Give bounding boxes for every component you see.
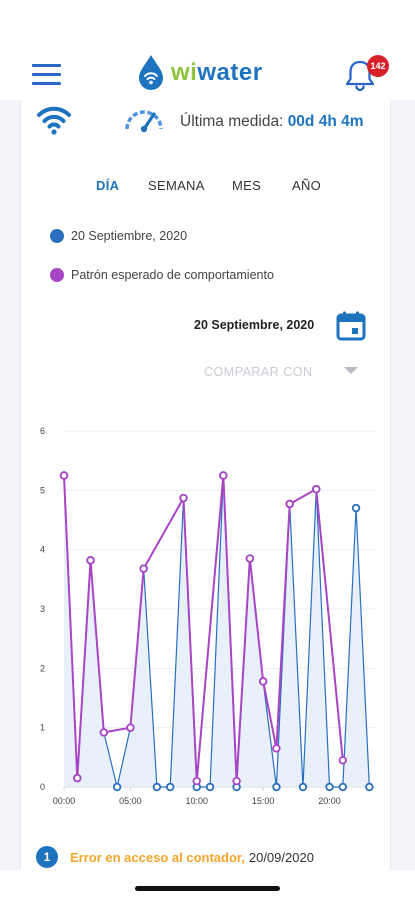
data-point[interactable] xyxy=(285,499,294,509)
x-tick-label: 00:00 xyxy=(53,796,76,806)
data-point[interactable] xyxy=(205,782,215,792)
data-point[interactable] xyxy=(245,554,255,563)
bottom-bar xyxy=(0,870,415,900)
last-measure: Última medida: 00d 4h 4m xyxy=(180,113,364,131)
home-indicator[interactable] xyxy=(135,886,280,891)
x-tick-label: 10:00 xyxy=(186,796,209,806)
series-line-0 xyxy=(63,474,370,788)
gauge-icon xyxy=(125,110,163,133)
y-tick-label: 2 xyxy=(40,663,45,673)
last-measure-value: 00d 4h 4m xyxy=(287,113,364,130)
alert-number-badge: 1 xyxy=(36,846,58,868)
tab-mes[interactable]: MES xyxy=(232,178,262,193)
data-point[interactable] xyxy=(365,782,374,792)
data-point[interactable] xyxy=(325,782,334,792)
data-point[interactable] xyxy=(338,782,348,792)
data-point[interactable] xyxy=(126,723,135,732)
legend-label: 20 Septiembre, 2020 xyxy=(71,229,188,243)
legend-dot-purple xyxy=(50,268,64,282)
y-tick-label: 0 xyxy=(40,782,45,792)
tab-semana[interactable]: SEMANA xyxy=(148,178,205,193)
data-point[interactable] xyxy=(86,556,95,565)
data-point[interactable] xyxy=(192,776,201,786)
bell-icon[interactable] xyxy=(343,58,377,92)
data-point[interactable] xyxy=(59,471,69,480)
data-point[interactable] xyxy=(272,782,281,792)
y-tick-label: 4 xyxy=(40,545,45,555)
tab-ano[interactable]: AÑO xyxy=(292,178,322,193)
caret-down-icon xyxy=(344,367,358,374)
water-drop-wifi-icon xyxy=(139,55,163,90)
compare-label: COMPARAR CON xyxy=(204,365,313,379)
calendar-icon[interactable] xyxy=(335,310,367,342)
y-tick-label: 3 xyxy=(40,604,45,614)
y-tick-label: 6 xyxy=(40,426,45,436)
legend-item-current: 20 Septiembre, 2020 xyxy=(50,229,187,243)
notification-badge: 142 xyxy=(367,55,389,77)
y-tick-label: 1 xyxy=(40,723,45,733)
data-point[interactable] xyxy=(338,756,348,765)
last-measure-label: Última medida: xyxy=(180,113,284,130)
data-point[interactable] xyxy=(179,493,188,503)
alert-date: 20/09/2020 xyxy=(248,849,314,865)
consumption-chart: 0 1 2 3 4 5 6 00:00 05:00 10:00 15:00 20:00 xyxy=(40,426,376,806)
tab-dia[interactable]: DÍA xyxy=(96,178,120,193)
legend-dot-blue xyxy=(50,229,64,243)
right-margin xyxy=(391,100,415,870)
data-point[interactable] xyxy=(232,776,241,786)
data-point[interactable] xyxy=(152,782,162,792)
left-margin xyxy=(0,100,20,870)
alert-text: Error en acceso al contador, xyxy=(70,849,245,865)
legend-label: Patrón esperado de comportamiento xyxy=(71,268,274,282)
selected-date: 20 Septiembre, 2020 xyxy=(194,318,315,332)
alert-row[interactable]: 1 Error en acceso al contador, 20/09/202… xyxy=(36,845,314,869)
data-point[interactable] xyxy=(73,773,82,783)
x-tick-label: 15:00 xyxy=(252,796,275,806)
app-header: wiwater 142 xyxy=(0,0,415,100)
legend-item-expected: Patrón esperado de comportamiento xyxy=(50,268,274,282)
data-point[interactable] xyxy=(166,782,175,792)
data-point[interactable] xyxy=(272,744,281,753)
hamburger-menu-icon[interactable] xyxy=(32,64,62,86)
data-point[interactable] xyxy=(312,484,321,494)
data-point[interactable] xyxy=(298,782,308,792)
data-point[interactable] xyxy=(112,782,122,792)
compare-dropdown[interactable]: COMPARAR CON xyxy=(204,363,362,383)
data-point[interactable] xyxy=(99,728,109,737)
main-card xyxy=(20,100,391,870)
y-tick-label: 5 xyxy=(40,485,45,495)
logo-text: wiwater xyxy=(171,59,263,86)
x-tick-label: 05:00 xyxy=(119,796,142,806)
data-point[interactable] xyxy=(219,471,228,480)
period-tabs: DÍA SEMANA MES AÑO xyxy=(84,178,344,198)
data-point[interactable] xyxy=(139,564,148,573)
wifi-icon xyxy=(37,106,71,135)
data-point[interactable] xyxy=(351,503,361,513)
wiwater-logo: wiwater xyxy=(137,53,263,93)
series-area-0 xyxy=(64,475,370,787)
data-point[interactable] xyxy=(258,677,268,686)
x-tick-label: 20:00 xyxy=(318,796,341,806)
series-line-1 xyxy=(63,474,344,783)
